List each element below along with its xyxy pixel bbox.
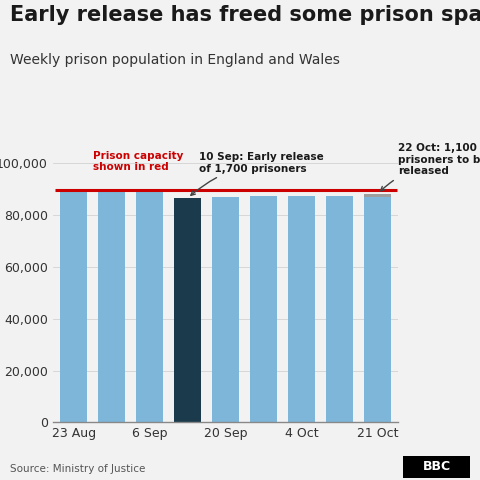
Text: BBC: BBC	[423, 460, 451, 473]
Bar	[98, 192, 125, 422]
Bar	[364, 194, 391, 197]
Bar	[174, 198, 201, 422]
Bar	[136, 192, 163, 422]
Text: Source: Ministry of Justice: Source: Ministry of Justice	[10, 464, 145, 474]
Text: Early release has freed some prison space: Early release has freed some prison spac…	[10, 5, 480, 25]
Text: Weekly prison population in England and Wales: Weekly prison population in England and …	[10, 53, 339, 67]
Text: 22 Oct: 1,100
prisoners to be
released: 22 Oct: 1,100 prisoners to be released	[381, 143, 480, 191]
Text: Prison capacity
shown in red: Prison capacity shown in red	[93, 151, 183, 172]
Bar	[364, 197, 391, 422]
Bar	[212, 197, 239, 422]
Text: 10 Sep: Early release
of 1,700 prisoners: 10 Sep: Early release of 1,700 prisoners	[191, 152, 324, 195]
Bar	[288, 196, 315, 422]
Bar	[250, 196, 277, 422]
Bar	[60, 192, 87, 422]
Bar	[326, 196, 353, 422]
